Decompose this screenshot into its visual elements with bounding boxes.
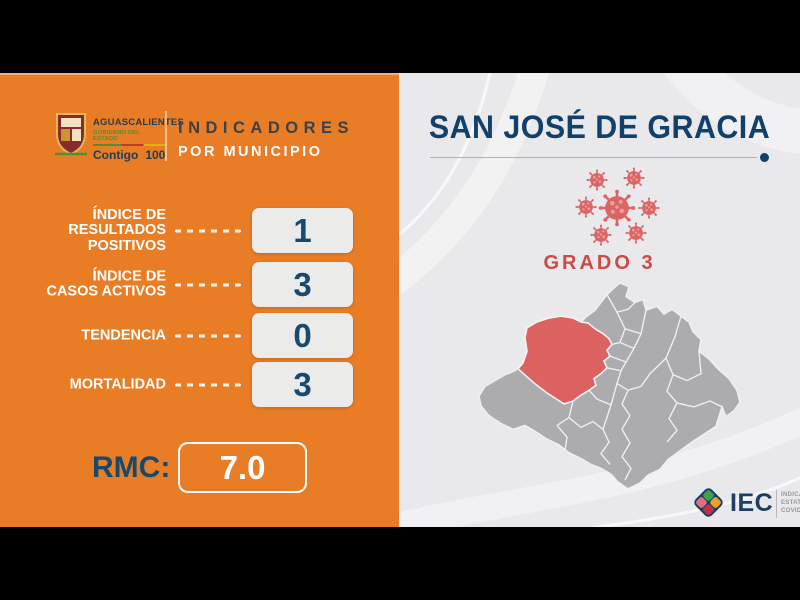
indicator-value: 0 [252,313,353,358]
municipality-panel: SAN JOSÉ DE GRACIA [399,73,800,527]
indicator-row: TENDENCIA 0 [0,313,399,358]
brand-tagline-word: Contigo [93,147,139,162]
coronavirus-cluster-icon [575,167,660,246]
iec-caption-line: COVID [781,508,800,514]
municipality-borders [556,294,723,481]
iec-acronym: IEC [730,489,774,517]
grade-label: GRADO 3 [543,252,656,274]
coat-of-arms-icon [55,113,87,156]
indicator-label-line: ÍNDICE DE [92,206,166,223]
indicator-label-line: ÍNDICE DE [92,268,166,284]
brand-tagline: Contigo 100 [93,148,165,162]
indicator-label-line: TENDENCIA [81,326,166,343]
indicator-row: ÍNDICE DE RESULTADOS POSITIVOS 1 [0,207,399,254]
iec-caption-line: INDICADOR [781,492,800,498]
aguascalientes-municipalities-map [478,282,741,490]
indicator-row: ÍNDICE DE CASOS ACTIVOS 3 [0,262,399,307]
dashed-connector [175,334,241,337]
iec-divider [776,490,777,518]
header-divider [165,111,167,161]
rmc-label: RMC: [92,451,171,484]
indicator-value: 3 [252,362,353,407]
municipality-title: SAN JOSÉ DE GRACIA [428,109,771,145]
indicator-label: TENDENCIA [30,326,166,344]
indicator-label: ÍNDICE DE RESULTADOS POSITIVOS [30,207,166,254]
iec-caption: INDICADOR ESTATAL COVID [781,491,800,515]
dashed-connector [175,283,241,286]
indicator-label-line: POSITIVOS [87,237,166,254]
indicator-label-line: RESULTADOS [68,221,166,238]
brand-block: AGUASCALIENTES GOBIERNO DEL ESTADO Conti… [93,117,184,162]
indicator-label: MORTALIDAD [30,375,166,393]
brand-rule [93,144,165,146]
indicator-label-line: CASOS ACTIVOS [46,283,166,300]
indicator-row: MORTALIDAD 3 [0,362,399,407]
content-band: AGUASCALIENTES GOBIERNO DEL ESTADO Conti… [0,73,800,527]
title-dot [760,153,769,162]
highlighted-municipality [516,315,613,405]
panel-title-line1: INDICADORES [178,119,355,137]
title-underline [430,157,757,158]
brand-subtitle: GOBIERNO DEL ESTADO [93,130,141,142]
iec-logo: IEC INDICADOR ESTATAL COVID [689,481,800,527]
indicator-label-line: MORTALIDAD [69,375,166,392]
rmc-value: 7.0 [178,442,307,493]
dashed-connector [175,383,241,386]
panel-title-line2: POR MUNICIPIO [178,144,323,160]
indicator-value: 1 [252,208,353,253]
brand-tagline-number: 100 [145,147,166,162]
indicator-value: 3 [252,262,353,307]
iec-diamond-icon [692,486,725,519]
iec-caption-line: ESTATAL [781,500,800,506]
brand-name: AGUASCALIENTES [93,117,184,128]
state-outline [478,282,741,490]
panel-title: INDICADORES POR MUNICIPIO [178,119,354,160]
indicators-panel: AGUASCALIENTES GOBIERNO DEL ESTADO Conti… [0,73,399,527]
indicator-label: ÍNDICE DE CASOS ACTIVOS [30,268,166,300]
dashed-connector [175,229,241,232]
